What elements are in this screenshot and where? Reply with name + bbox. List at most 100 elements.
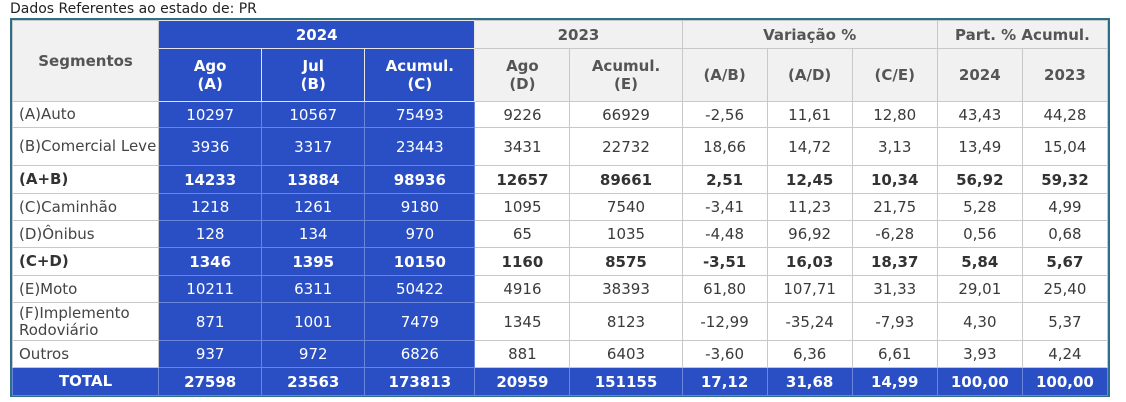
cell-part-2024: 5,28	[937, 194, 1022, 221]
cell-acumul-e: 8575	[570, 248, 682, 276]
cell-ago-a: 3936	[159, 128, 262, 166]
cell-var-a-d: 107,71	[767, 276, 852, 303]
header-col-acumul-e: Acumul. (E)	[570, 49, 682, 102]
cell-jul-b: 3317	[262, 128, 365, 166]
cell-var-a-b: -3,51	[682, 248, 767, 276]
cell-part-2024: 0,56	[937, 221, 1022, 248]
table-row: (C+D) 1346 1395 10150 1160 8575 -3,51 16,03 18,3…	[13, 248, 1108, 276]
cell-var-a-d: 96,92	[767, 221, 852, 248]
cell-acumul-c: 7479	[365, 303, 475, 341]
cell-ago-d: 1345	[475, 303, 570, 341]
cell-ago-d: 1095	[475, 194, 570, 221]
segment-label: (B)Comercial Leve	[13, 128, 159, 166]
cell-var-a-b: -3,41	[682, 194, 767, 221]
cell-part-2023: 0,68	[1022, 221, 1107, 248]
header-col-part-2024: 2024	[937, 49, 1022, 102]
segment-label: (D)Ônibus	[13, 221, 159, 248]
cell-jul-b: 972	[262, 341, 365, 368]
header-col-a-d: (A/D)	[767, 49, 852, 102]
cell-part-2023: 15,04	[1022, 128, 1107, 166]
table-row: (A+B) 14233 13884 98936 12657 89661 2,51 12,45 1…	[13, 166, 1108, 194]
segment-label: (A+B)	[13, 166, 159, 194]
total-row: TOTAL 27598 23563 173813 20959 151155 17,12 31,…	[13, 368, 1108, 396]
cell-part-2023: 25,40	[1022, 276, 1107, 303]
header-year-2024: 2024	[159, 21, 475, 49]
cell-var-a-b: 17,12	[682, 368, 767, 396]
cell-acumul-c: 6826	[365, 341, 475, 368]
cell-ago-a: 14233	[159, 166, 262, 194]
cell-acumul-e: 1035	[570, 221, 682, 248]
cell-part-2024: 5,84	[937, 248, 1022, 276]
segment-label: (A)Auto	[13, 102, 159, 128]
header-segmentos: Segmentos	[13, 21, 159, 102]
cell-jul-b: 10567	[262, 102, 365, 128]
cell-ago-a: 937	[159, 341, 262, 368]
segment-label: (C)Caminhão	[13, 194, 159, 221]
cell-jul-b: 1261	[262, 194, 365, 221]
cell-jul-b: 1001	[262, 303, 365, 341]
cell-var-a-d: 12,45	[767, 166, 852, 194]
table-body: (A)Auto 10297 10567 75493 9226 66929 -2,56 11,6…	[13, 102, 1108, 396]
cell-acumul-c: 98936	[365, 166, 475, 194]
cell-ago-d: 881	[475, 341, 570, 368]
table-row: (A)Auto 10297 10567 75493 9226 66929 -2,56 11,6…	[13, 102, 1108, 128]
cell-acumul-e: 151155	[570, 368, 682, 396]
cell-jul-b: 13884	[262, 166, 365, 194]
table-row: (B)Comercial Leve 3936 3317 23443 3431 22732 1…	[13, 128, 1108, 166]
cell-acumul-e: 8123	[570, 303, 682, 341]
header-col-part-2023: 2023	[1022, 49, 1107, 102]
cell-var-c-e: -6,28	[852, 221, 937, 248]
cell-ago-a: 27598	[159, 368, 262, 396]
cell-jul-b: 134	[262, 221, 365, 248]
cell-acumul-e: 66929	[570, 102, 682, 128]
table-row: (E)Moto 10211 6311 50422 4916 38393 61,80 107,7…	[13, 276, 1108, 303]
cell-var-c-e: -7,93	[852, 303, 937, 341]
cell-part-2023: 4,99	[1022, 194, 1107, 221]
cell-var-a-d: 6,36	[767, 341, 852, 368]
header-col-ago-d: Ago (D)	[475, 49, 570, 102]
header-col-acumul-c: Acumul. (C)	[365, 49, 475, 102]
data-table-container: Segmentos 2024 2023 Variação % Part. % A…	[10, 18, 1110, 397]
cell-var-c-e: 31,33	[852, 276, 937, 303]
cell-acumul-c: 10150	[365, 248, 475, 276]
header-col-a-b: (A/B)	[682, 49, 767, 102]
cell-acumul-c: 50422	[365, 276, 475, 303]
cell-var-a-b: -3,60	[682, 341, 767, 368]
cell-ago-d: 20959	[475, 368, 570, 396]
cell-ago-d: 65	[475, 221, 570, 248]
cell-ago-d: 12657	[475, 166, 570, 194]
cell-var-c-e: 14,99	[852, 368, 937, 396]
data-table: Segmentos 2024 2023 Variação % Part. % A…	[12, 20, 1108, 396]
cell-part-2024: 13,49	[937, 128, 1022, 166]
cell-var-c-e: 10,34	[852, 166, 937, 194]
table-row: (C)Caminhão 1218 1261 9180 1095 7540 -3,41 11,2…	[13, 194, 1108, 221]
header-col-ago-a: Ago (A)	[159, 49, 262, 102]
header-part-acumul: Part. % Acumul.	[937, 21, 1107, 49]
segment-label: (E)Moto	[13, 276, 159, 303]
segment-label: TOTAL	[13, 368, 159, 396]
cell-var-a-d: -35,24	[767, 303, 852, 341]
cell-part-2024: 100,00	[937, 368, 1022, 396]
cell-acumul-e: 89661	[570, 166, 682, 194]
cell-acumul-c: 23443	[365, 128, 475, 166]
cell-acumul-e: 7540	[570, 194, 682, 221]
table-row: Outros 937 972 6826 881 6403 -3,60 6,36 6,61 3,93…	[13, 341, 1108, 368]
cell-acumul-c: 75493	[365, 102, 475, 128]
cell-var-a-d: 11,61	[767, 102, 852, 128]
cell-var-a-b: -2,56	[682, 102, 767, 128]
cell-jul-b: 6311	[262, 276, 365, 303]
cell-ago-a: 1218	[159, 194, 262, 221]
cell-var-a-d: 31,68	[767, 368, 852, 396]
cell-var-a-b: -4,48	[682, 221, 767, 248]
table-row: (D)Ônibus 128 134 970 65 1035 -4,48 96,92 -6,28 0…	[13, 221, 1108, 248]
cell-ago-d: 9226	[475, 102, 570, 128]
cell-var-c-e: 18,37	[852, 248, 937, 276]
cell-acumul-e: 6403	[570, 341, 682, 368]
cell-jul-b: 1395	[262, 248, 365, 276]
header-col-jul-b: Jul (B)	[262, 49, 365, 102]
segment-label: (F)Implemento Rodoviário	[13, 303, 159, 341]
cell-var-a-d: 11,23	[767, 194, 852, 221]
cell-var-c-e: 3,13	[852, 128, 937, 166]
cell-ago-a: 10211	[159, 276, 262, 303]
cell-var-a-b: 2,51	[682, 166, 767, 194]
